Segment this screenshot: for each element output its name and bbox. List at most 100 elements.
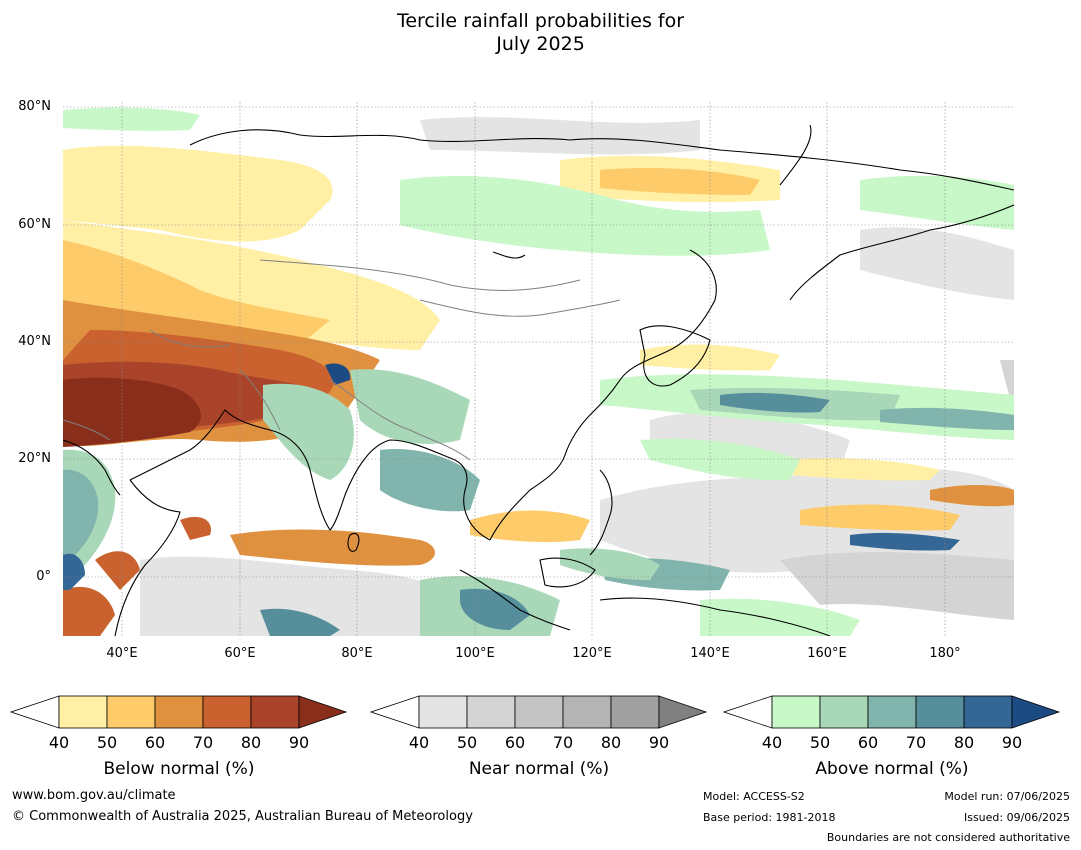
colorbar-above-swatch <box>867 695 917 729</box>
colorbar-near-tick: 70 <box>552 733 574 752</box>
colorbar-near-tick: 50 <box>456 733 478 752</box>
coastline <box>269 429 456 531</box>
colorbar-near-high-extend <box>658 695 708 729</box>
colorbar-below-swatch <box>250 695 300 729</box>
below-region-7 <box>63 377 201 447</box>
colorbar-below-title: Below normal (%) <box>103 759 255 779</box>
colorbar-below-swatch <box>154 695 204 729</box>
coastline <box>539 557 596 588</box>
near-region-6 <box>860 227 1014 300</box>
colorbar-below-tick: 40 <box>48 733 70 752</box>
coastline <box>63 439 121 496</box>
colorbar-above-title: Above normal (%) <box>815 759 969 779</box>
colorbar-near-tick: 60 <box>504 733 526 752</box>
above-region-21 <box>700 598 860 636</box>
below-region-15 <box>95 551 140 590</box>
coastline <box>779 124 812 186</box>
border <box>63 419 111 441</box>
coastline <box>129 409 271 481</box>
colorbar-above-swatch <box>915 695 965 729</box>
coastlines <box>63 124 1014 636</box>
colorbar-near-swatch <box>562 695 612 729</box>
colorbar-above-low-extend <box>723 695 773 729</box>
below-region-11 <box>470 510 590 543</box>
colorbar-above-swatch <box>963 695 1013 729</box>
coastline <box>492 251 526 259</box>
colorbar-below-swatch <box>58 695 108 729</box>
above-region-1 <box>63 107 200 131</box>
border <box>409 429 471 461</box>
colorbar-near-normal <box>370 695 708 729</box>
near-region-4 <box>420 117 700 155</box>
coastline <box>459 569 571 631</box>
colorbar-near-swatch <box>514 695 564 729</box>
above-region-9 <box>720 392 830 413</box>
footer-base-period: Base period: 1981-2018 <box>703 811 836 824</box>
above-region-11 <box>460 588 530 630</box>
colorbar-below-swatch <box>202 695 252 729</box>
above-normal-region <box>63 107 1014 636</box>
colorbar-near-swatch <box>610 695 660 729</box>
below-region-9 <box>600 168 760 195</box>
footer-issued: Issued: 09/06/2025 <box>963 811 1070 824</box>
colorbar-above-swatch <box>771 695 821 729</box>
footer-model-run: Model run: 07/06/2025 <box>944 790 1070 803</box>
above-region-15 <box>63 469 99 560</box>
border <box>329 379 411 431</box>
above-region-2 <box>400 175 770 256</box>
coastline <box>589 469 613 556</box>
colorbar-above-normal <box>723 695 1061 729</box>
colorbar-near-tick: 40 <box>408 733 430 752</box>
above-region-18 <box>325 363 351 385</box>
colorbar-above-tick: 50 <box>809 733 831 752</box>
graticule <box>63 102 1014 636</box>
above-region-4 <box>263 383 354 480</box>
above-region-17 <box>260 608 340 636</box>
footer-copyright: © Commonwealth of Australia 2025, Austra… <box>12 809 473 824</box>
lon-label-40e: 40°E <box>106 646 138 661</box>
footer-website[interactable]: www.bom.gov.au/climate <box>12 788 176 803</box>
colorbar-near-swatch <box>466 695 516 729</box>
below-region-16 <box>180 516 211 540</box>
border <box>239 369 281 431</box>
below-region-10 <box>230 529 435 566</box>
colorbar-above-high-extend <box>1011 695 1061 729</box>
lon-label-100e: 100°E <box>455 646 495 661</box>
below-region-14 <box>63 586 115 636</box>
colorbar-above-swatch <box>819 695 869 729</box>
colorbar-near-title: Near normal (%) <box>468 759 610 779</box>
colorbar-above-tick: 80 <box>953 733 975 752</box>
above-region-19 <box>640 438 800 481</box>
colorbar-above-tick: 40 <box>761 733 783 752</box>
colorbar-below-tick: 50 <box>96 733 118 752</box>
above-region-20 <box>880 407 1014 430</box>
below-normal-region <box>63 145 1014 636</box>
footer-disclaimer: Boundaries are not considered authoritat… <box>826 831 1070 844</box>
lat-label-20n: 20°N <box>18 451 51 466</box>
colorbar-below-swatch <box>106 695 156 729</box>
lat-label-80n: 80°N <box>18 99 51 114</box>
coastline <box>639 325 711 387</box>
lon-label-180: 180° <box>929 646 961 661</box>
lon-label-140e: 140°E <box>690 646 730 661</box>
near-region-2 <box>780 552 1014 620</box>
colorbar-near-low-extend <box>370 695 420 729</box>
below-region-13 <box>930 485 1014 507</box>
coastline <box>789 204 1014 301</box>
colorbar-above-tick: 60 <box>857 733 879 752</box>
colorbar-below-low-extend <box>10 695 60 729</box>
above-region-5 <box>350 369 470 444</box>
above-region-16 <box>63 553 85 590</box>
near-region-3 <box>140 556 470 636</box>
coastline <box>114 479 181 636</box>
above-region-3 <box>860 175 1014 230</box>
colorbar-below-tick: 60 <box>144 733 166 752</box>
colorbar-above-tick: 90 <box>1001 733 1023 752</box>
colorbar-below-high-extend <box>298 695 348 729</box>
lon-label-80e: 80°E <box>341 646 373 661</box>
lat-label-60n: 60°N <box>18 217 51 232</box>
colorbar-near-tick: 80 <box>600 733 622 752</box>
colorbar-below-normal <box>10 695 348 729</box>
lon-label-60e: 60°E <box>224 646 256 661</box>
map-title-line1: Tercile rainfall probabilities for <box>396 10 685 32</box>
